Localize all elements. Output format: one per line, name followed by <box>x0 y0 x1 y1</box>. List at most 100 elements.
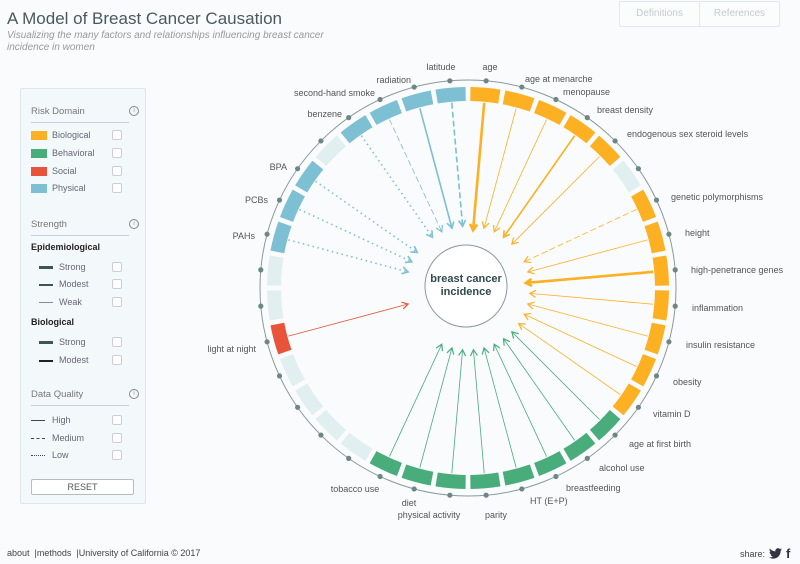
segment-obesity[interactable] <box>631 354 657 387</box>
factor-label[interactable]: insulin resistance <box>686 340 755 350</box>
factor-label[interactable]: HT (E+P) <box>530 496 568 506</box>
checkbox[interactable] <box>112 297 122 307</box>
causal-arrow[interactable] <box>493 119 547 232</box>
factor-label[interactable]: age <box>482 62 497 72</box>
factor-label[interactable]: inflammation <box>692 303 743 313</box>
causal-arrow[interactable] <box>419 108 453 229</box>
factor-label[interactable]: age at menarche <box>525 74 593 84</box>
segment-genetic-polymorphisms[interactable] <box>631 189 657 222</box>
reset-button[interactable]: RESET <box>31 479 134 495</box>
causal-arrow[interactable] <box>529 293 654 305</box>
causal-arrow[interactable] <box>299 208 413 263</box>
info-icon[interactable]: i <box>129 389 139 399</box>
checkbox[interactable] <box>112 183 122 193</box>
factor-label[interactable]: menopause <box>563 87 610 97</box>
segment-endogenous-sex-steroid-levels[interactable] <box>589 135 621 167</box>
filter-quality-high[interactable]: High <box>31 415 133 427</box>
segment-high-penetrance-genes[interactable] <box>652 255 669 286</box>
factor-label[interactable]: BPA <box>270 162 287 172</box>
checkbox[interactable] <box>112 148 122 158</box>
segment-parity[interactable] <box>470 472 501 489</box>
factor-label[interactable]: physical activity <box>398 510 461 520</box>
about-link[interactable]: about <box>7 548 30 558</box>
causal-arrow[interactable] <box>503 338 576 441</box>
info-icon[interactable]: i <box>129 106 139 116</box>
segment-age-at-menarche[interactable] <box>502 90 535 112</box>
factor-label[interactable]: age at first birth <box>629 439 691 449</box>
causal-arrow[interactable] <box>524 313 637 367</box>
factor-label[interactable]: vitamin D <box>653 409 691 419</box>
causal-arrow[interactable] <box>511 156 600 245</box>
causal-arrow[interactable] <box>483 108 517 229</box>
factor-label[interactable]: benzene <box>307 109 342 119</box>
checkbox[interactable] <box>112 130 122 140</box>
causal-arrow[interactable] <box>451 349 463 474</box>
checkbox[interactable] <box>112 262 122 272</box>
causal-arrow[interactable] <box>419 347 453 468</box>
filter-quality-medium[interactable]: Medium <box>31 433 133 445</box>
segment-light-at-night[interactable] <box>270 322 292 355</box>
segment-radiation[interactable] <box>401 90 434 112</box>
factor-label[interactable]: light at night <box>207 344 256 354</box>
checkbox[interactable] <box>112 337 122 347</box>
references-button[interactable]: References <box>699 2 779 26</box>
filter-quality-low[interactable]: Low <box>31 450 133 462</box>
causal-arrow[interactable] <box>525 270 654 285</box>
causal-arrow[interactable] <box>450 102 464 227</box>
segment-inflammation[interactable] <box>652 290 669 321</box>
segment-pahs[interactable] <box>270 221 292 254</box>
segment-latitude[interactable] <box>435 87 466 104</box>
info-icon[interactable]: i <box>129 219 139 229</box>
checkbox[interactable] <box>112 450 122 460</box>
segment-physical-activity[interactable] <box>435 472 466 489</box>
causal-arrow[interactable] <box>473 349 485 474</box>
causal-arrow[interactable] <box>389 119 443 232</box>
causal-arrow[interactable] <box>288 303 409 337</box>
factor-label[interactable]: PCBs <box>245 195 269 205</box>
factor-label[interactable]: breast density <box>597 105 654 115</box>
segment-menopause[interactable] <box>534 99 567 125</box>
twitter-icon[interactable] <box>769 548 783 559</box>
methods-link[interactable]: methods <box>36 548 72 558</box>
causal-arrow[interactable] <box>360 135 434 238</box>
factor-label[interactable]: breastfeeding <box>566 483 621 493</box>
definitions-button[interactable]: Definitions <box>636 8 683 19</box>
factor-label[interactable]: endogenous sex steroid levels <box>627 129 749 139</box>
segment-vitamin-d[interactable] <box>612 383 641 416</box>
segment-alcohol-use[interactable] <box>563 432 596 461</box>
factor-label[interactable]: diet <box>402 498 417 508</box>
segment-height[interactable] <box>644 221 666 254</box>
segment-ht-e-p-[interactable] <box>502 464 535 486</box>
checkbox[interactable] <box>112 355 122 365</box>
segment-second-hand-smoke[interactable] <box>369 99 402 125</box>
causal-arrow[interactable] <box>527 239 648 273</box>
causal-arrow[interactable] <box>493 344 547 457</box>
factor-label[interactable]: second-hand smoke <box>294 88 375 98</box>
filter-biological[interactable]: Biological <box>31 130 133 142</box>
facebook-icon[interactable]: f <box>786 546 791 561</box>
filter-epi-strong[interactable]: Strong <box>31 262 133 274</box>
segment-breastfeeding[interactable] <box>534 451 567 477</box>
filter-bio-modest[interactable]: Modest <box>31 355 133 367</box>
filter-behavioral[interactable]: Behavioral <box>31 148 133 160</box>
factor-label[interactable]: PAHs <box>233 231 256 241</box>
factor-label[interactable]: high-penetrance genes <box>691 265 784 275</box>
causal-arrow[interactable] <box>315 180 418 254</box>
segment-tobacco-use[interactable] <box>369 451 402 477</box>
segment-breast-density[interactable] <box>563 115 596 144</box>
factor-label[interactable]: radiation <box>376 75 411 85</box>
causal-arrow[interactable] <box>483 347 517 468</box>
causal-arrow[interactable] <box>288 239 409 273</box>
segment-age-at-first-birth[interactable] <box>589 409 621 441</box>
causal-arrow[interactable] <box>389 344 443 457</box>
factor-label[interactable]: tobacco use <box>331 484 380 494</box>
causal-arrow[interactable] <box>527 303 648 337</box>
factor-label[interactable]: parity <box>485 510 508 520</box>
filter-epi-modest[interactable]: Modest <box>31 279 133 291</box>
checkbox[interactable] <box>112 279 122 289</box>
factor-label[interactable]: alcohol use <box>599 463 645 473</box>
causal-arrow[interactable] <box>518 323 621 396</box>
segment-pcbs[interactable] <box>279 189 305 222</box>
filter-bio-strong[interactable]: Strong <box>31 337 133 349</box>
segment-diet[interactable] <box>401 464 434 486</box>
